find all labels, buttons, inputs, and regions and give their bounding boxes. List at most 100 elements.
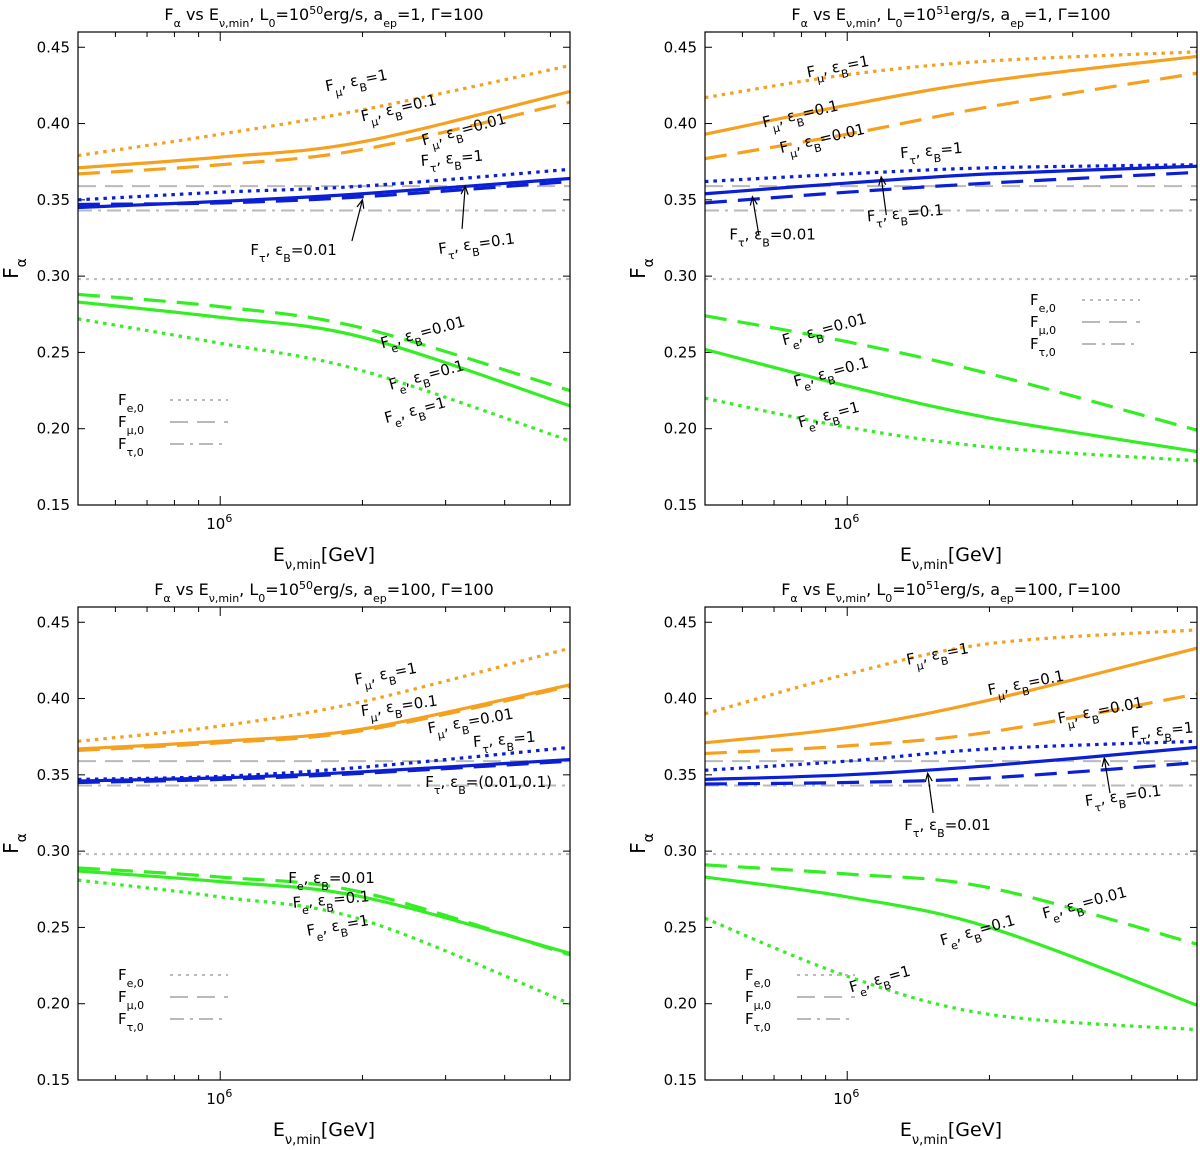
curve-annotation: Fτ, εB=1 <box>420 147 484 176</box>
y-tick-label: 0.25 <box>664 343 697 361</box>
text-span: ν,min <box>846 17 876 30</box>
text-span: F <box>904 816 913 834</box>
text-span: μ <box>997 689 1006 703</box>
text-span: B <box>900 214 909 228</box>
text-span: τ <box>876 217 884 231</box>
text-span: =0.1 <box>907 201 945 222</box>
text-span: F <box>154 580 163 599</box>
text-span: , ε <box>375 698 395 718</box>
series-line <box>78 317 570 443</box>
text-span: F <box>288 869 297 887</box>
text-span: τ <box>259 251 266 264</box>
curve-annotation: Fμ, εB=0.1 <box>360 692 440 726</box>
text-span: =1, Γ=100 <box>397 5 484 24</box>
y-tick-label: 0.40 <box>37 690 70 708</box>
plot-frame <box>77 31 571 506</box>
text-span: B <box>1091 712 1101 726</box>
text-span: =0.01 <box>819 309 868 338</box>
text-span: =1 <box>345 911 370 933</box>
curve-annotation: Fτ, εB=0.01 <box>250 241 336 265</box>
text-span: e <box>390 341 400 355</box>
series-line <box>705 347 1197 454</box>
text-span: , ε <box>1055 897 1077 919</box>
text-span: e,0 <box>127 977 144 990</box>
text-span: F <box>745 988 754 1006</box>
y-axis-label: Fα <box>626 833 657 854</box>
text-span: B <box>283 251 291 264</box>
series-line <box>705 916 1197 1032</box>
series-line <box>705 54 1197 136</box>
text-span: , ε <box>920 816 938 834</box>
text-span: B <box>840 66 850 80</box>
annotation-arrow <box>751 196 760 236</box>
text-span: , ε <box>953 923 975 945</box>
text-span: τ <box>909 153 917 167</box>
y-tick-label: 0.35 <box>37 766 70 784</box>
y-axis-label: Fα <box>0 833 30 854</box>
text-span: τ <box>1140 733 1148 747</box>
x-tick-label: 106 <box>833 512 859 533</box>
text-span: α <box>641 258 657 267</box>
text-span: ep <box>1010 17 1024 30</box>
text-span: ν,min <box>285 558 321 573</box>
text-span: , ε <box>745 226 763 244</box>
panel-1: Fα vs Eν,min, L0=1050erg/s, aep=1, Γ=100… <box>0 4 571 573</box>
text-span: =0.1 <box>1026 667 1065 692</box>
arrow-head <box>1101 756 1110 767</box>
text-span: =10 <box>902 5 936 24</box>
text-span: F <box>324 76 336 95</box>
text-span: B <box>455 132 466 147</box>
text-span: ν,min <box>209 592 239 605</box>
text-span: ν,min <box>912 558 948 573</box>
text-span: B <box>388 673 398 687</box>
text-span: ν,min <box>836 592 866 605</box>
chart-title: Fα vs Eν,min, L0=1051erg/s, aep=100, Γ=1… <box>781 579 1121 605</box>
text-span: 10 <box>206 1090 225 1108</box>
legend-label: Fτ,0 <box>118 1010 144 1034</box>
series-line <box>78 100 570 176</box>
text-span: F <box>425 773 434 791</box>
curve-annotation: Fμ, εB=0.01 <box>778 120 868 162</box>
text-span: F <box>626 267 650 279</box>
curve-annotation: Fμ, εB=1 <box>324 66 390 101</box>
y-tick-label: 0.35 <box>664 766 697 784</box>
text-span: α <box>14 833 30 842</box>
y-tick-label: 0.20 <box>37 420 70 438</box>
curve-annotation: Fτ, εB=0.1 <box>437 229 516 263</box>
text-span: , ε <box>1099 788 1119 808</box>
text-span: B <box>937 826 945 839</box>
text-span: , ε <box>402 368 424 390</box>
text-span: , ε <box>1071 704 1092 725</box>
curve-annotation: Fe, εB=1 <box>305 911 371 945</box>
series-line <box>705 170 1197 205</box>
text-span: 51 <box>926 579 940 592</box>
text-span: 0 <box>885 592 892 605</box>
text-span: , ε <box>915 142 934 161</box>
text-span: =0.1 <box>399 91 439 117</box>
y-tick-label: 0.15 <box>664 496 697 514</box>
text-span: vs E <box>181 5 219 24</box>
text-span: , ε <box>821 58 842 79</box>
text-span: μ,0 <box>127 424 145 437</box>
y-tick-label: 0.40 <box>664 690 697 708</box>
y-tick-label: 0.30 <box>37 267 70 285</box>
text-span: τ <box>434 784 441 797</box>
text-span: 6 <box>225 1087 232 1100</box>
text-span: μ <box>370 710 379 724</box>
text-span: F <box>1030 335 1039 353</box>
legend-label: Fτ,0 <box>1030 335 1056 359</box>
series-line <box>705 163 1197 184</box>
text-span: =1, Γ=100 <box>1024 5 1111 24</box>
curve-annotation: Fμ, εB=0.1 <box>359 91 440 131</box>
text-span: 51 <box>936 4 950 17</box>
text-span: E <box>273 544 285 566</box>
text-span: F <box>1056 708 1068 727</box>
text-span: , ε <box>793 132 814 154</box>
text-span: e <box>301 903 309 917</box>
text-span: F <box>905 649 917 668</box>
text-span: F <box>118 966 127 984</box>
arrow-head <box>460 184 469 195</box>
text-span: , ε <box>1145 721 1164 740</box>
text-span: F <box>118 988 127 1006</box>
text-span: τ <box>482 742 490 756</box>
